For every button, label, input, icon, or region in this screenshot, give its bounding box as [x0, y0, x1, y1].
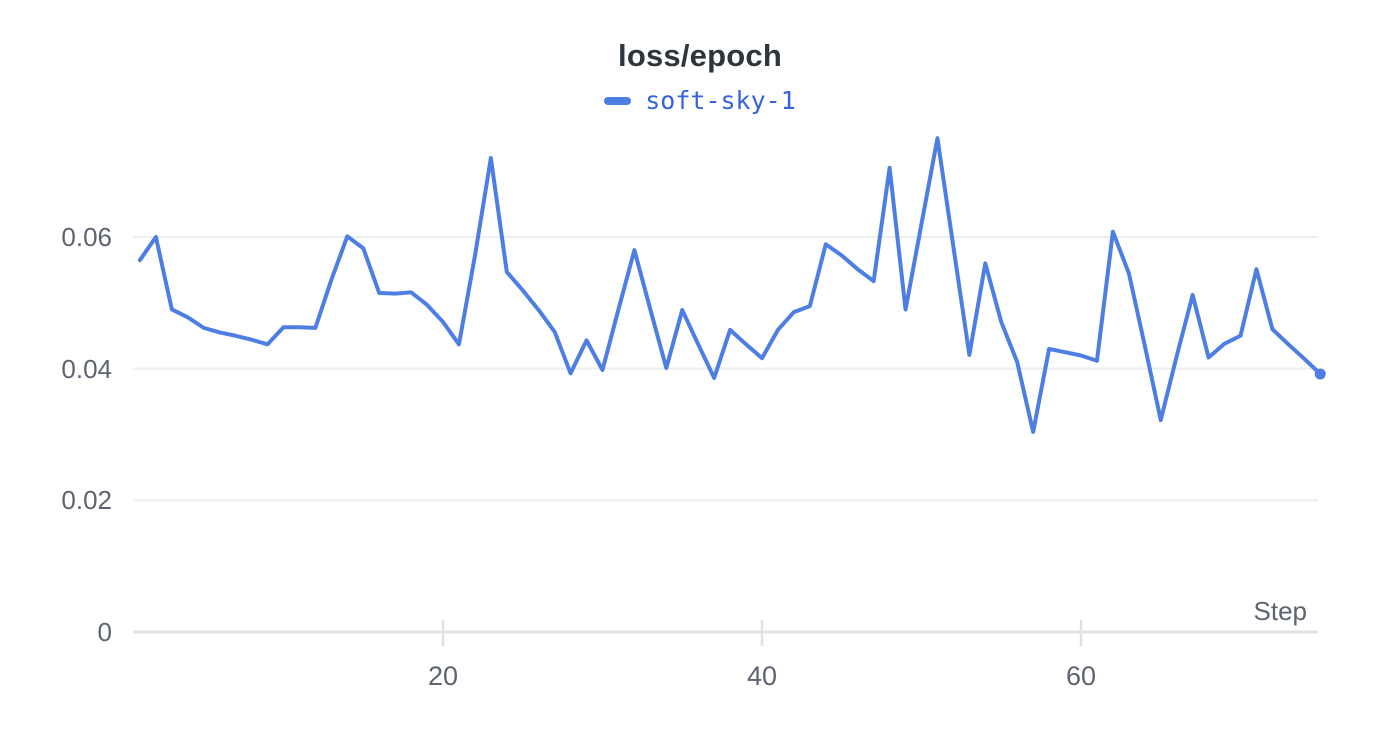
x-tick-label: 40 — [746, 661, 778, 691]
legend-line-swatch-icon — [604, 96, 632, 105]
chart-title: loss/epoch — [618, 38, 782, 73]
y-tick-label: 0.04 — [61, 353, 112, 384]
x-tick-label: 60 — [1065, 661, 1097, 691]
series-endpoint-dot — [1314, 368, 1326, 380]
y-tick-label: 0.02 — [61, 485, 112, 516]
legend-series-label: soft-sky-1 — [645, 86, 796, 115]
series-line — [137, 136, 1323, 434]
x-tick-label: 20 — [427, 661, 459, 691]
y-tick-label: 0 — [97, 617, 112, 647]
y-tick-label: 0.06 — [61, 222, 112, 253]
legend[interactable]: soft-sky-1 — [0, 86, 1400, 115]
x-axis-title: Step — [1253, 596, 1308, 626]
